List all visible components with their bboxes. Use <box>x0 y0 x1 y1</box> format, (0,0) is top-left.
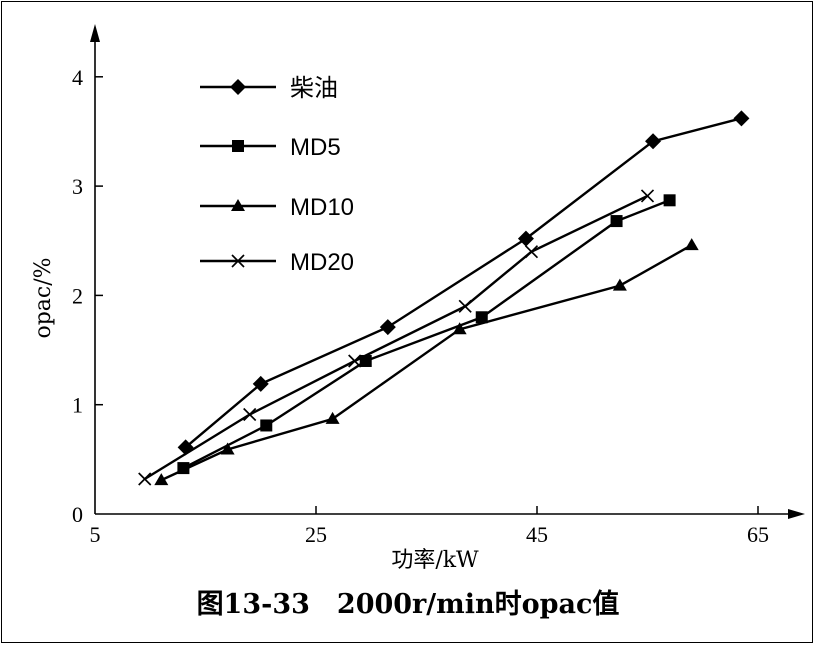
figure-caption: 图13-33 2000r/min时opac值 <box>196 589 620 620</box>
triangle-marker <box>684 238 699 251</box>
square-marker <box>260 419 273 432</box>
series-layer <box>138 110 750 486</box>
x-axis <box>95 509 805 519</box>
series-line <box>184 117 742 449</box>
triangle-marker <box>231 199 245 211</box>
legend: 柴油 MD5 MD10 MD20 <box>200 75 354 276</box>
x-tick-label: 45 <box>526 522 548 547</box>
series-diamond <box>177 110 750 456</box>
legend-label: MD5 <box>290 134 341 161</box>
x-tick-label: 65 <box>747 522 769 547</box>
square-marker <box>610 215 623 228</box>
series-square <box>177 194 676 475</box>
triangle-marker <box>220 442 235 455</box>
x-marker <box>640 189 655 203</box>
series-line <box>182 199 671 470</box>
x-marker <box>138 472 152 486</box>
y-tick-label: 0 <box>72 502 83 527</box>
series-x <box>138 189 655 486</box>
x-axis-arrow <box>788 509 805 519</box>
y-tick-label: 1 <box>72 393 83 418</box>
ticks-layer: 5 25 45 65 0 1 2 3 4 <box>72 65 769 547</box>
square-marker <box>475 311 488 324</box>
x-marker <box>348 354 362 368</box>
legend-item: 柴油 <box>200 75 338 102</box>
legend-item: MD20 <box>200 249 354 276</box>
x-marker <box>243 407 257 422</box>
series-line <box>144 194 649 481</box>
y-tick-label: 3 <box>72 174 83 199</box>
y-axis-arrow <box>90 24 100 42</box>
x-marker <box>524 245 539 259</box>
triangle-marker <box>452 322 467 335</box>
diamond-marker <box>230 79 246 95</box>
diamond-marker <box>733 110 750 127</box>
x-tick-label: 5 <box>90 522 101 547</box>
series-triangle <box>154 238 699 486</box>
series-line <box>160 244 693 482</box>
triangle-marker <box>154 473 169 486</box>
triangle-marker <box>325 411 340 424</box>
square-marker <box>232 140 244 152</box>
legend-label: 柴油 <box>290 75 338 102</box>
legend-item: MD5 <box>200 134 341 161</box>
diamond-marker <box>379 319 396 336</box>
diamond-marker <box>645 133 662 150</box>
y-tick-label: 2 <box>72 283 83 308</box>
square-marker <box>663 194 676 207</box>
diamond-marker <box>517 230 534 247</box>
y-axis <box>90 24 100 514</box>
legend-label: MD20 <box>290 249 354 276</box>
x-marker <box>231 254 245 268</box>
legend-item: MD10 <box>200 194 354 221</box>
triangle-marker <box>612 278 627 291</box>
y-tick-label: 4 <box>72 65 83 90</box>
x-tick-label: 25 <box>305 522 327 547</box>
x-marker <box>458 299 472 313</box>
y-axis-label: opac/% <box>31 257 56 338</box>
legend-label: MD10 <box>290 194 354 221</box>
diamond-marker <box>252 375 269 392</box>
x-axis-label: 功率/kW <box>391 548 479 573</box>
